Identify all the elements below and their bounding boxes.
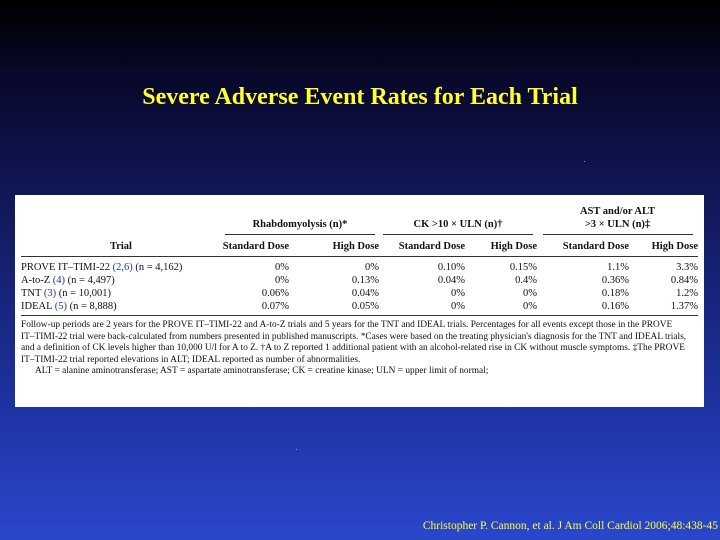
value-cell: 0.16% <box>537 300 629 316</box>
value-cell: 3.3% <box>676 262 698 273</box>
value-cell: 0.04% <box>437 275 465 286</box>
footnote-line: Follow-up periods are 2 years for the PR… <box>21 320 673 330</box>
value-cell: 0% <box>275 275 289 286</box>
footnote-line: IT–TIMI-22 trial reported elevations in … <box>21 354 361 365</box>
footnote-line: and a definition of CK levels higher tha… <box>21 343 685 353</box>
value-cell: 0% <box>451 288 465 299</box>
value-cell: 0.15% <box>509 262 537 273</box>
value-cell: 1.2% <box>676 288 698 299</box>
column-header-row: Trial Standard Dose High Dose Standard D… <box>21 235 698 257</box>
trial-cell: A-to-Z (4) (n = 4,497) <box>21 275 115 286</box>
value-cell: 0% <box>275 262 289 273</box>
decorative-dot <box>584 161 585 162</box>
ast-alt-group-header: AST and/or ALT >3 × ULN (n)‡ <box>537 199 698 235</box>
reference-link[interactable]: (3) <box>43 288 57 299</box>
slide-title: Severe Adverse Event Rates for Each Tria… <box>142 84 578 110</box>
value-cell: 0.07% <box>221 300 289 316</box>
trial-cell: PROVE IT–TIMI-22 (2,6) (n = 4,162) <box>21 262 183 273</box>
value-cell: 0.13% <box>351 275 379 286</box>
table-row: PROVE IT–TIMI-22 (2,6) (n = 4,162) 0% 0%… <box>21 261 698 274</box>
table-row: IDEAL (5) (n = 8,888) 0.07% 0.05% 0% 0% … <box>21 300 698 316</box>
value-cell: 0.06% <box>261 288 289 299</box>
value-cell: 0.10% <box>437 262 465 273</box>
rhabdomyolysis-group-header: Rhabdomyolysis (n)* <box>221 199 379 235</box>
citation: Christopher P. Cannon, et al. J Am Coll … <box>422 520 718 532</box>
value-cell: 0.84% <box>670 275 698 286</box>
trial-cell: IDEAL (5) (n = 8,888) <box>21 300 221 316</box>
ast-high-dose-header: High Dose <box>629 235 698 257</box>
value-cell: 0% <box>365 262 379 273</box>
adverse-events-table: Rhabdomyolysis (n)* CK >10 × ULN (n)† AS… <box>21 199 698 316</box>
value-cell: 0.18% <box>601 288 629 299</box>
trial-column-header: Trial <box>21 235 221 257</box>
decorative-dot <box>296 449 297 450</box>
value-cell: 0% <box>379 300 465 316</box>
rhabdo-standard-dose-header: Standard Dose <box>221 235 289 257</box>
value-cell: 0.05% <box>289 300 379 316</box>
value-cell: 1.37% <box>629 300 698 316</box>
table-row: TNT (3) (n = 10,001) 0.06% 0.04% 0% 0% 0… <box>21 287 698 300</box>
trial-cell: TNT (3) (n = 10,001) <box>21 288 112 299</box>
abbreviations-line: ALT = alanine aminotransferase; AST = as… <box>35 366 489 376</box>
group-header-row: Rhabdomyolysis (n)* CK >10 × ULN (n)† AS… <box>21 199 698 235</box>
reference-link[interactable]: (5) <box>54 301 67 312</box>
adverse-events-table-panel: Rhabdomyolysis (n)* CK >10 × ULN (n)† AS… <box>15 195 704 407</box>
table-footnotes: Follow-up periods are 2 years for the PR… <box>21 320 698 378</box>
value-cell: 0.4% <box>515 275 537 286</box>
reference-link[interactable]: (4) <box>52 275 66 286</box>
footnote-line: IT–TIMI-22 trial were back-calculated fr… <box>21 331 687 342</box>
table-row: A-to-Z (4) (n = 4,497) 0% 0.13% 0.04% 0.… <box>21 274 698 287</box>
rhabdo-high-dose-header: High Dose <box>289 235 379 257</box>
value-cell: 1.1% <box>607 262 629 273</box>
ck-high-dose-header: High Dose <box>465 235 537 257</box>
value-cell: 0% <box>465 300 537 316</box>
value-cell: 0% <box>523 288 537 299</box>
ast-standard-dose-header: Standard Dose <box>537 235 629 257</box>
ck-group-header: CK >10 × ULN (n)† <box>379 199 537 235</box>
value-cell: 0.04% <box>351 288 379 299</box>
reference-link[interactable]: (2,6) <box>112 262 133 273</box>
value-cell: 0.36% <box>601 275 629 286</box>
ck-standard-dose-header: Standard Dose <box>379 235 465 257</box>
